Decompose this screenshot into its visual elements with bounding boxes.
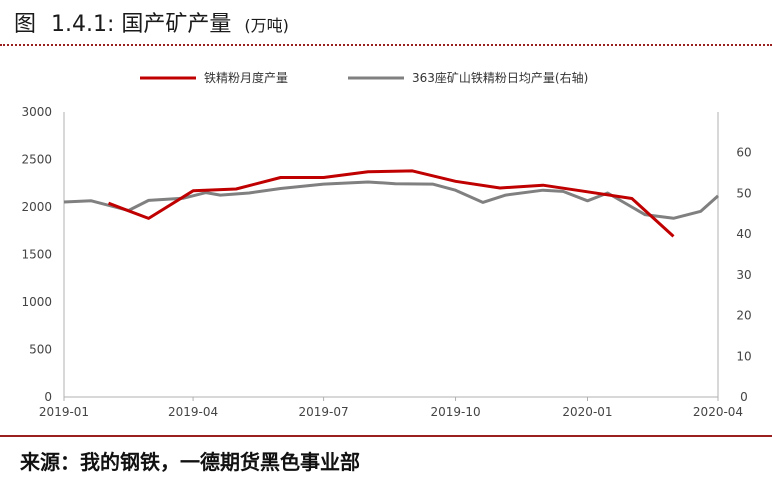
left-tick-label: 2000 xyxy=(21,200,52,214)
bottom-divider xyxy=(0,435,772,437)
figure-title: 图 1.4.1: 国产矿产量 (万吨) xyxy=(14,6,289,38)
x-tick-label: 2020-04 xyxy=(693,405,743,419)
right-tick-label: 40 xyxy=(736,227,751,241)
legend-label-monthly-output: 铁精粉月度产量 xyxy=(204,70,288,85)
right-tick-label: 10 xyxy=(736,349,751,363)
source-note: 来源：我的钢铁，一德期货黑色事业部 xyxy=(20,450,360,474)
right-tick-label: 20 xyxy=(736,309,751,323)
left-tick-label: 2500 xyxy=(21,153,52,167)
right-tick-label: 50 xyxy=(736,186,751,200)
figure-unit: (万吨) xyxy=(244,16,289,35)
x-tick-label: 2019-10 xyxy=(430,405,480,419)
series-line-monthly-output xyxy=(107,169,675,238)
chart-legend: 铁精粉月度产量 363座矿山铁精粉日均产量(右轴) xyxy=(140,70,588,85)
x-tick-label: 2019-01 xyxy=(39,405,89,419)
top-divider xyxy=(0,44,772,46)
figure-title-text: 国产矿产量 xyxy=(121,12,232,37)
right-tick-label: 0 xyxy=(740,390,748,404)
right-tick-label: 60 xyxy=(736,146,751,160)
left-tick-label: 0 xyxy=(44,390,52,404)
left-tick-label: 3000 xyxy=(21,105,52,119)
figure-number: 1.4.1: xyxy=(51,12,115,37)
line-chart: 铁精粉月度产量 363座矿山铁精粉日均产量(右轴) 050010001500200… xyxy=(21,70,751,419)
left-tick-label: 1000 xyxy=(21,295,52,309)
x-axis-ticks: 2019-01 2019-04 2019-07 2019-10 2020-01 2020-… xyxy=(39,397,743,419)
left-tick-label: 1500 xyxy=(21,248,52,262)
x-tick-label: 2020-01 xyxy=(562,405,612,419)
left-tick-label: 500 xyxy=(29,343,52,357)
chart-axes xyxy=(63,112,719,398)
legend-label-daily-output: 363座矿山铁精粉日均产量(右轴) xyxy=(412,70,588,85)
series-line-daily-output xyxy=(63,180,720,220)
x-tick-label: 2019-07 xyxy=(299,405,349,419)
x-tick-label: 2019-04 xyxy=(168,405,218,419)
right-axis-ticks: 0 10 20 30 40 50 60 xyxy=(736,146,751,404)
left-axis-ticks: 0 500 1000 1500 2000 2500 3000 xyxy=(21,105,52,404)
figure-label: 图 xyxy=(14,12,37,37)
right-tick-label: 30 xyxy=(736,268,751,282)
chart-series xyxy=(63,169,720,238)
